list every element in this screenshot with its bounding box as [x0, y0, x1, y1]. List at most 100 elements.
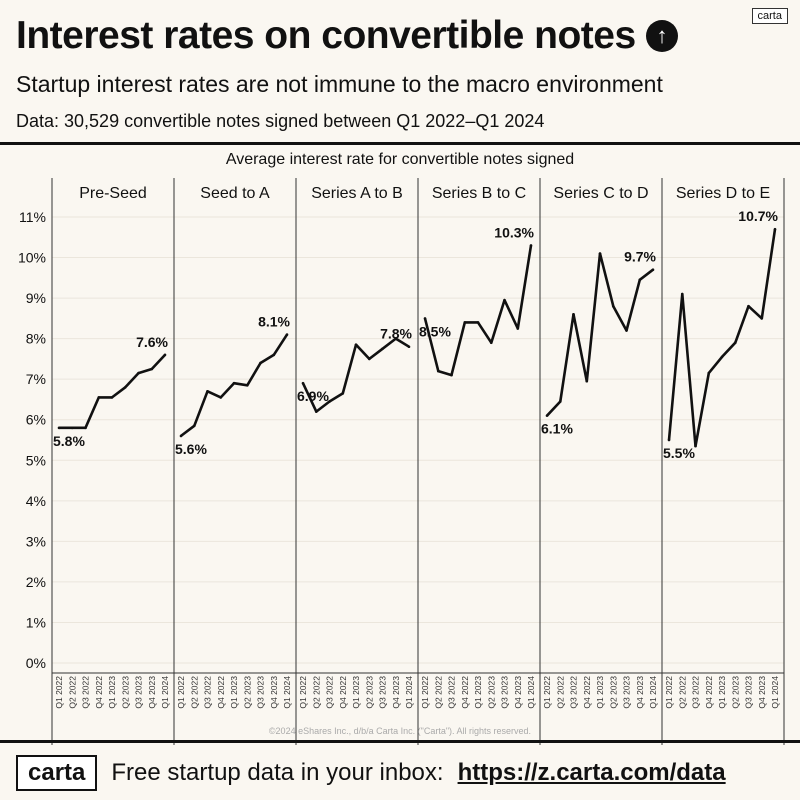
x-tick-label: Q2 2022: [677, 676, 687, 709]
title-text: Interest rates on convertible notes: [16, 14, 636, 57]
y-tick-label: 9%: [26, 290, 46, 306]
x-tick-label: Q1 2022: [54, 676, 64, 709]
x-tick-label: Q1 2023: [717, 676, 727, 709]
panel-header: Series A to B: [311, 185, 403, 202]
x-tick-label: Q3 2022: [691, 676, 701, 709]
x-tick-label: Q4 2023: [635, 676, 645, 709]
chart-title: Average interest rate for convertible no…: [225, 151, 575, 168]
data-point: [219, 396, 223, 399]
data-point: [367, 357, 371, 361]
data-point: [651, 268, 655, 272]
data-point: [760, 317, 764, 320]
x-tick-label: Q4 2023: [757, 676, 767, 709]
x-tick-label: Q4 2022: [338, 676, 348, 709]
data-point: [747, 304, 750, 308]
data-point: [545, 414, 549, 417]
x-tick-label: Q3 2022: [325, 676, 335, 709]
start-value-label: 5.5%: [663, 445, 695, 461]
y-tick-label: 1%: [26, 614, 46, 630]
x-tick-label: Q2 2023: [242, 676, 252, 709]
header-divider: [0, 142, 800, 145]
y-tick-label: 4%: [26, 493, 46, 509]
x-tick-label: Q3 2022: [81, 676, 91, 709]
data-point: [516, 327, 520, 330]
data-point: [70, 426, 74, 430]
data-point: [57, 426, 61, 430]
data-point: [529, 244, 533, 247]
panel-header: Series D to E: [676, 185, 770, 202]
data-point: [585, 379, 589, 383]
data-point: [232, 381, 236, 385]
series-line: [667, 229, 777, 448]
x-tick-label: Q1 2022: [664, 676, 674, 709]
series-line: [59, 354, 166, 430]
x-tick-label: Q1 2022: [420, 676, 430, 709]
data-point: [245, 383, 249, 387]
subtitle: Startup interest rates are not immune to…: [16, 71, 663, 97]
data-point: [680, 292, 684, 296]
data-point: [503, 298, 506, 302]
footer-text: Free startup data in your inbox:: [111, 759, 444, 786]
x-tick-label: Q4 2022: [94, 676, 104, 709]
end-value-label: 10.3%: [494, 224, 534, 240]
x-tick-label: Q1 2023: [351, 676, 361, 709]
footer: carta Free startup data in your inbox: h…: [16, 755, 726, 791]
data-point: [110, 396, 114, 399]
x-tick-label: Q3 2022: [447, 676, 457, 709]
data-point: [436, 369, 440, 373]
copyright: ©2024 eShares Inc., d/b/a Carta Inc. ("C…: [268, 726, 532, 736]
start-value-label: 6.9%: [297, 388, 329, 404]
x-tick-label: Q1 2024: [770, 676, 780, 709]
data-point: [450, 373, 453, 377]
data-point: [97, 396, 101, 399]
y-tick-label: 3%: [26, 533, 46, 549]
y-tick-label: 2%: [26, 574, 46, 590]
end-value-label: 10.7%: [738, 208, 778, 224]
y-tick-label: 7%: [26, 371, 46, 387]
start-value-label: 6.1%: [541, 421, 573, 437]
x-tick-label: Q1 2023: [595, 676, 605, 709]
data-point: [179, 434, 183, 438]
x-tick-label: Q4 2022: [582, 676, 592, 709]
y-tick-label: 11%: [19, 209, 46, 225]
data-point: [163, 353, 167, 357]
data-point: [285, 333, 289, 336]
data-point: [638, 278, 642, 282]
data-point: [301, 381, 305, 385]
data-point: [694, 444, 697, 448]
x-tick-label: Q3 2023: [500, 676, 510, 709]
x-tick-label: Q4 2023: [513, 676, 523, 709]
data-point: [354, 343, 358, 347]
x-tick-label: Q4 2023: [147, 676, 157, 709]
start-value-label: 5.8%: [53, 433, 85, 449]
carta-logo-small: carta: [751, 8, 788, 24]
data-point: [625, 329, 628, 332]
series-line: [546, 252, 654, 417]
x-tick-label: Q1 2022: [542, 676, 552, 709]
data-point: [381, 347, 384, 351]
end-value-label: 7.6%: [136, 334, 168, 350]
x-tick-label: Q3 2023: [378, 676, 388, 709]
data-point: [707, 371, 711, 375]
data-point: [259, 361, 262, 365]
x-tick-label: Q3 2023: [134, 676, 144, 709]
series-line: [423, 245, 533, 377]
y-tick-label: 5%: [26, 452, 46, 468]
data-point: [272, 353, 276, 357]
data-point: [341, 392, 345, 395]
start-value-label: 8.5%: [419, 323, 451, 339]
x-tick-label: Q1 2022: [176, 676, 186, 709]
x-tick-label: Q1 2023: [229, 676, 239, 709]
data-point: [84, 426, 87, 430]
end-value-label: 9.7%: [624, 249, 656, 265]
x-tick-label: Q1 2023: [107, 676, 117, 709]
data-point: [150, 367, 154, 371]
data-point: [572, 313, 575, 316]
x-tick-label: Q1 2024: [160, 676, 170, 709]
x-tick-label: Q2 2022: [555, 676, 565, 709]
panel-header: Seed to A: [200, 185, 270, 202]
newsletter-link[interactable]: https://z.carta.com/data: [457, 759, 726, 786]
x-tick-label: Q3 2022: [569, 676, 579, 709]
data-point: [328, 400, 331, 403]
